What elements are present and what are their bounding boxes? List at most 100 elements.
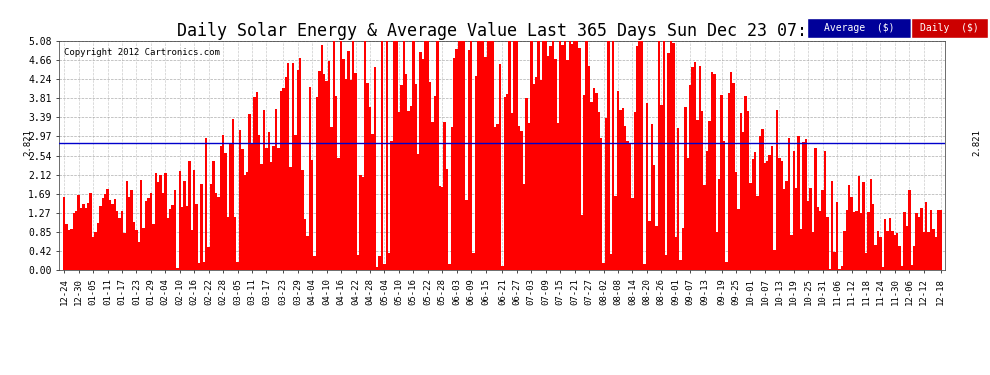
Bar (119, 217, 121, 270)
Bar (896, 233, 899, 270)
Bar (855, 211, 857, 270)
Bar (817, 207, 819, 270)
Bar (188, 161, 191, 270)
Bar (220, 146, 222, 270)
Bar (761, 129, 763, 270)
Bar (343, 59, 345, 270)
Bar (766, 161, 768, 270)
Bar (535, 77, 538, 270)
Bar (612, 41, 615, 270)
Bar (677, 128, 679, 270)
Bar (874, 245, 877, 270)
Bar (248, 114, 250, 270)
Bar (448, 264, 450, 270)
Bar (665, 255, 667, 270)
Bar (687, 158, 689, 270)
Bar (795, 188, 797, 270)
Bar (237, 262, 239, 270)
Bar (865, 254, 867, 270)
Bar (632, 198, 634, 270)
Bar (928, 232, 930, 270)
Bar (133, 222, 136, 270)
Bar (754, 152, 756, 270)
Bar (583, 94, 585, 270)
Bar (145, 201, 148, 270)
Bar (899, 246, 901, 270)
Bar (528, 123, 530, 270)
Bar (284, 77, 287, 270)
Bar (106, 189, 109, 270)
Bar (80, 209, 82, 270)
Bar (641, 41, 644, 270)
Bar (318, 71, 321, 270)
Bar (287, 63, 289, 270)
Bar (178, 171, 181, 270)
Bar (229, 144, 232, 270)
Bar (492, 41, 494, 270)
Bar (116, 211, 119, 270)
Bar (242, 149, 244, 270)
Bar (297, 70, 299, 270)
Bar (790, 235, 793, 270)
Bar (913, 246, 916, 270)
Text: Daily  ($): Daily ($) (920, 23, 979, 33)
Bar (807, 201, 810, 270)
Bar (371, 134, 373, 270)
Bar (740, 113, 742, 270)
Bar (554, 59, 556, 270)
Bar (923, 232, 925, 270)
Bar (104, 194, 106, 270)
Bar (916, 213, 918, 270)
Bar (72, 213, 75, 270)
Bar (903, 211, 906, 270)
Bar (822, 189, 824, 270)
Bar (689, 85, 691, 270)
Bar (749, 183, 751, 270)
Bar (773, 251, 776, 270)
Bar (321, 45, 323, 270)
Bar (911, 265, 913, 270)
Bar (373, 67, 376, 270)
Bar (479, 41, 482, 270)
Bar (244, 176, 246, 270)
Bar (648, 221, 650, 270)
Bar (75, 211, 77, 270)
Bar (629, 142, 632, 270)
Bar (333, 41, 335, 270)
Bar (102, 198, 104, 270)
Bar (523, 184, 526, 270)
Bar (561, 45, 564, 270)
Bar (398, 112, 400, 270)
Bar (581, 214, 583, 270)
Bar (940, 210, 941, 270)
Bar (82, 204, 85, 270)
Bar (721, 95, 723, 270)
Bar (232, 119, 234, 270)
Bar (114, 199, 116, 270)
Bar (644, 264, 645, 270)
Bar (711, 72, 713, 270)
Bar (759, 136, 761, 270)
Bar (607, 41, 610, 270)
Bar (437, 41, 439, 270)
Bar (77, 195, 80, 270)
Bar (694, 62, 696, 270)
Bar (810, 188, 812, 270)
Bar (593, 88, 595, 270)
Bar (526, 98, 528, 270)
Bar (210, 184, 212, 270)
Bar (925, 202, 928, 270)
Bar (393, 41, 395, 270)
Bar (299, 58, 301, 270)
Bar (704, 186, 706, 270)
Bar (728, 93, 730, 270)
Bar (511, 113, 513, 270)
Bar (156, 182, 159, 270)
Bar (860, 213, 862, 270)
Bar (696, 120, 699, 270)
Bar (263, 111, 265, 270)
Bar (472, 253, 475, 270)
Bar (140, 180, 143, 270)
Bar (383, 264, 386, 270)
Bar (672, 43, 674, 270)
